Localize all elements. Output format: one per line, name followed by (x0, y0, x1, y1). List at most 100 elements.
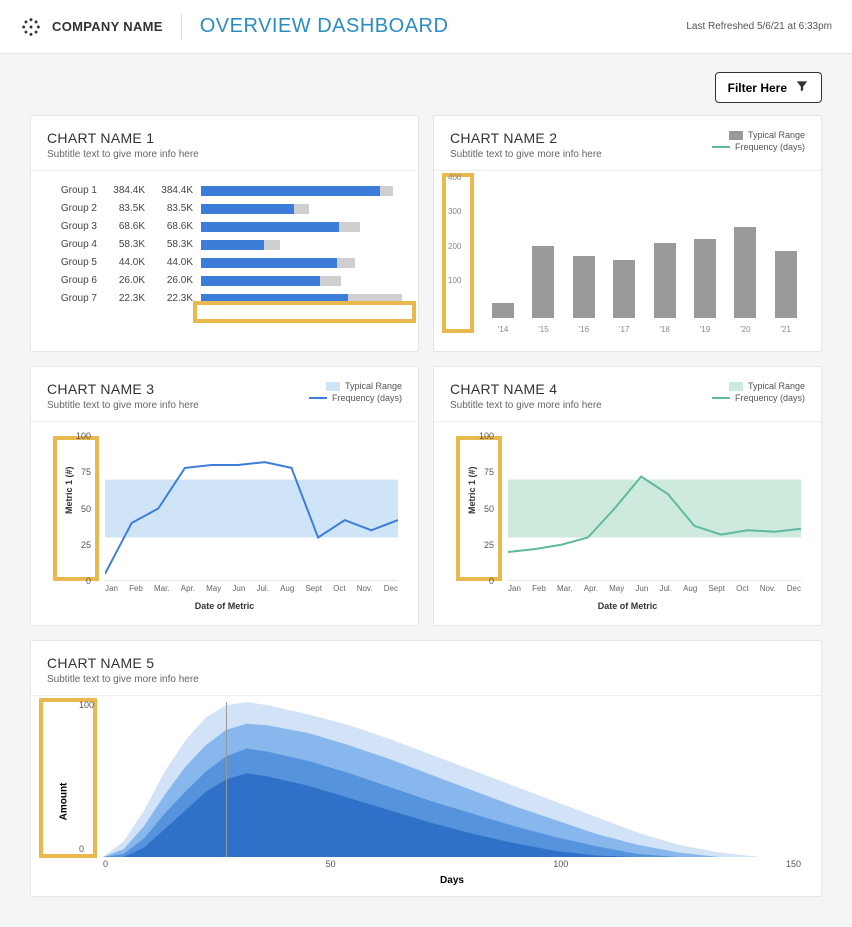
chart2-plot: '14'15'16'17'18'19'20'21 (484, 181, 807, 336)
table-row: Group 458.3K58.3K (47, 239, 402, 250)
xlabel: May (206, 584, 221, 593)
row-value-1: 58.3K (97, 239, 145, 250)
chart2-xlabel: '20 (734, 325, 756, 334)
row-bar (201, 240, 402, 250)
xlabel: Aug (280, 584, 294, 593)
xlabel: Apr. (584, 584, 598, 593)
chart2-xlabel: '21 (775, 325, 797, 334)
chart4-xlabel: Date of Metric (450, 601, 805, 611)
xlabel: Dec (384, 584, 398, 593)
table-row: Group 283.5K83.5K (47, 203, 402, 214)
row-value-2: 44.0K (145, 257, 193, 268)
chart4-plot-area: Metric 1 (#)0255075100 JanFebMar.Apr.May… (450, 436, 805, 611)
chart2-body: 100200300400 '14'15'16'17'18'19'20'21 (434, 171, 821, 351)
chart1-subtitle: Subtitle text to give more info here (47, 149, 402, 160)
chart-card-1: CHART NAME 1 Subtitle text to give more … (30, 115, 419, 352)
chart2-highlight (442, 173, 474, 333)
ytick: 25 (484, 540, 494, 550)
chart3-xlabel: Date of Metric (47, 601, 402, 611)
row-label: Group 1 (47, 185, 97, 196)
xlabel: Nov. (357, 584, 373, 593)
xlabel: Aug (683, 584, 697, 593)
dashboard-grid: CHART NAME 1 Subtitle text to give more … (0, 115, 852, 927)
chart4-subtitle: Subtitle text to give more info here (450, 400, 712, 411)
chart5-svg (103, 702, 801, 857)
xlabel: Dec (787, 584, 801, 593)
row-value-1: 22.3K (97, 293, 145, 304)
chart-card-4: CHART NAME 4 Subtitle text to give more … (433, 366, 822, 626)
xlabel: Feb (532, 584, 546, 593)
chart2-ytick: 200 (448, 242, 461, 251)
legend-freq-line (712, 146, 730, 148)
chart-card-5: CHART NAME 5 Subtitle text to give more … (30, 640, 822, 897)
ytick: 100 (76, 431, 91, 441)
legend-range-swatch (326, 382, 340, 391)
chart4-body: Metric 1 (#)0255075100 JanFebMar.Apr.May… (434, 422, 821, 625)
row-value-2: 83.5K (145, 203, 193, 214)
filter-button[interactable]: Filter Here (715, 72, 822, 103)
ytick: 25 (81, 540, 91, 550)
chart4-svg (508, 436, 801, 581)
xlabel: Jun (232, 584, 245, 593)
chart5-body: Amount 100 0 050100150 Days (31, 696, 821, 896)
legend-freq-label: Frequency (days) (332, 393, 402, 403)
chart2-bar (573, 256, 595, 318)
row-value-2: 58.3K (145, 239, 193, 250)
chart5-xtick: 0 (103, 859, 108, 869)
chart5-title: CHART NAME 5 (47, 655, 805, 671)
xlabel: Jul. (256, 584, 268, 593)
xlabel: Jan (105, 584, 118, 593)
xlabel: Oct (333, 584, 345, 593)
chart5-xlabel: Days (103, 875, 801, 886)
chart2-bar (654, 243, 676, 318)
legend-freq-line (309, 397, 327, 399)
xlabel: Jun (635, 584, 648, 593)
chart4-title: CHART NAME 4 (450, 381, 712, 397)
legend-range-swatch (729, 131, 743, 140)
row-label: Group 7 (47, 293, 97, 304)
chart5-ylabel: Amount (58, 783, 69, 821)
row-label: Group 3 (47, 221, 97, 232)
chart3-legend: Typical Range Frequency (days) (309, 381, 402, 405)
ytick: 75 (81, 467, 91, 477)
chart1-highlight (193, 301, 416, 323)
chart2-xlabel: '18 (654, 325, 676, 334)
filter-button-label: Filter Here (728, 81, 787, 95)
chart2-bar (532, 246, 554, 318)
ytick: 0 (489, 576, 494, 586)
row-value-1: 26.0K (97, 275, 145, 286)
chart2-bar (694, 239, 716, 318)
row-bar (201, 258, 402, 268)
chart5-ytick: 0 (79, 844, 84, 854)
ytick: 0 (86, 576, 91, 586)
legend-range-label: Typical Range (748, 381, 805, 391)
legend-freq-line (712, 397, 730, 399)
chart2-bar (734, 227, 756, 318)
chart5-ytick: 100 (79, 700, 94, 710)
chart2-xlabel: '17 (613, 325, 635, 334)
xlabel: Mar. (154, 584, 170, 593)
filter-icon (795, 79, 809, 96)
xlabel: Mar. (557, 584, 573, 593)
chart4-ylabel: Metric 1 (#) (467, 466, 477, 514)
legend-freq-label: Frequency (days) (735, 142, 805, 152)
legend-range-label: Typical Range (748, 130, 805, 140)
page-title: OVERVIEW DASHBOARD (200, 15, 449, 38)
chart2-xlabel: '15 (532, 325, 554, 334)
header: COMPANY NAME OVERVIEW DASHBOARD Last Ref… (0, 0, 852, 54)
toolbar: Filter Here (0, 54, 852, 115)
xlabel: Sept (708, 584, 724, 593)
row-value-1: 384.4K (97, 185, 145, 196)
chart1-body: Group 1384.4K384.4KGroup 283.5K83.5KGrou… (31, 171, 418, 325)
chart2-bar (775, 251, 797, 318)
chart2-legend: Typical Range Frequency (days) (712, 130, 805, 154)
xlabel: Sept (305, 584, 321, 593)
xlabel: Oct (736, 584, 748, 593)
chart5-plot (103, 702, 801, 857)
chart2-ytick: 300 (448, 207, 461, 216)
chart3-body: Metric 1 (#)0255075100 JanFebMar.Apr.May… (31, 422, 418, 625)
ytick: 50 (484, 504, 494, 514)
row-value-2: 68.6K (145, 221, 193, 232)
xlabel: Nov. (760, 584, 776, 593)
chart2-subtitle: Subtitle text to give more info here (450, 149, 712, 160)
